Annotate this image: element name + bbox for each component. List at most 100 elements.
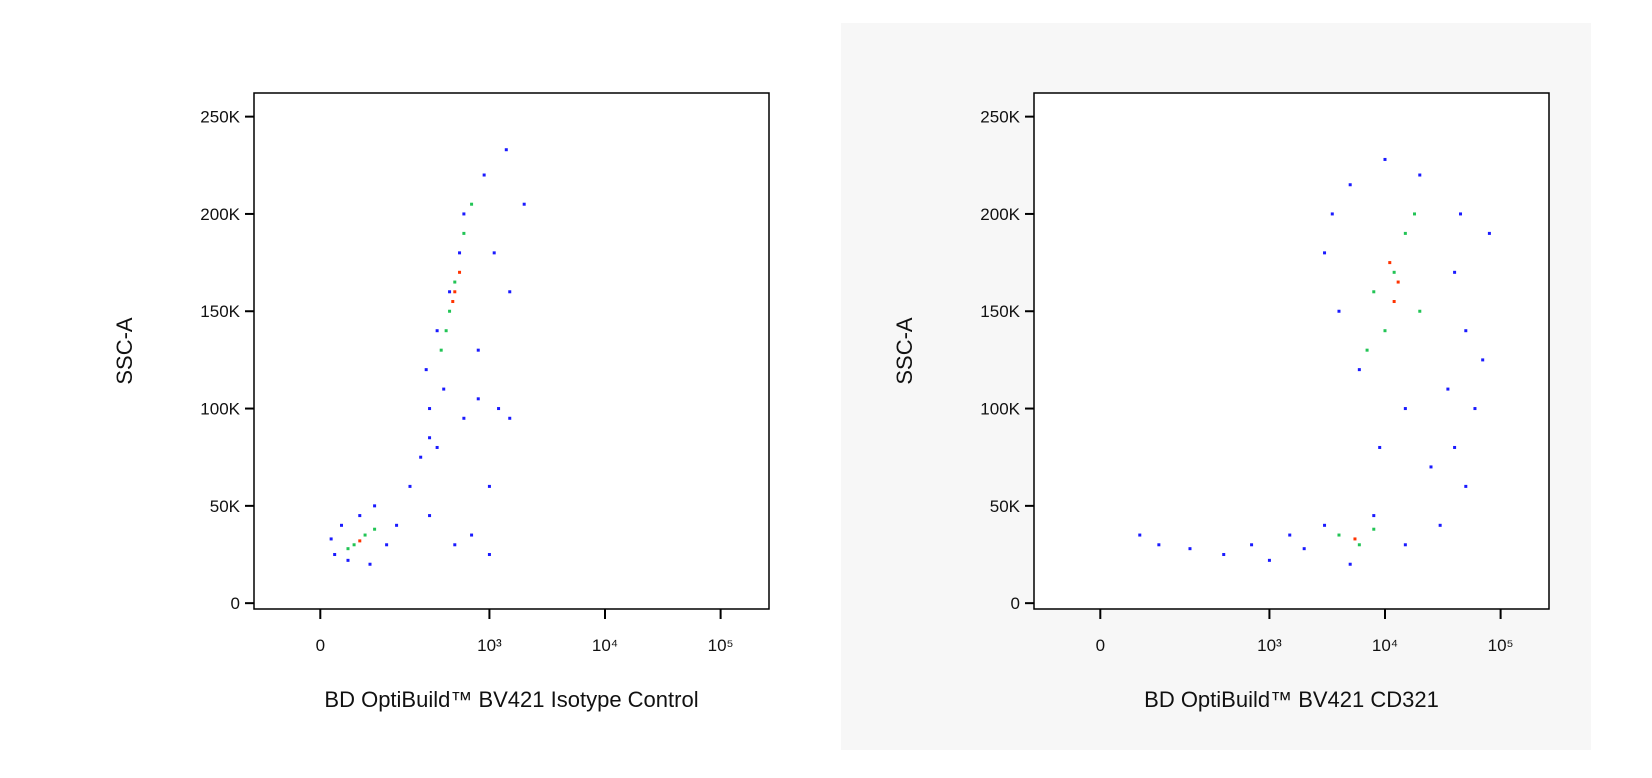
event-dot — [1337, 309, 1341, 313]
event-dot — [1453, 445, 1457, 449]
event-dot — [1487, 231, 1491, 235]
event-dot — [1188, 547, 1192, 551]
event-dot — [428, 407, 432, 411]
y-tick-label: 150K — [200, 302, 240, 321]
event-dot — [1383, 157, 1387, 161]
event-dot — [453, 543, 457, 547]
x-tick-label: 10⁴ — [592, 636, 618, 655]
event-dot — [358, 539, 362, 543]
event-dot — [1157, 543, 1161, 547]
event-dot — [340, 523, 344, 527]
event-dot — [444, 329, 448, 333]
y-tick-label: 50K — [990, 497, 1021, 516]
event-dot — [1383, 329, 1387, 333]
event-dot — [504, 148, 508, 152]
event-dot — [1353, 537, 1357, 541]
x-axis-label: BD OptiBuild™ BV421 CD321 — [1144, 687, 1439, 712]
event-dot — [1372, 527, 1376, 531]
event-dot — [1481, 358, 1485, 362]
event-dot — [424, 368, 428, 372]
event-dot — [462, 212, 466, 216]
event-dot — [419, 455, 423, 459]
plot-frame — [1033, 92, 1550, 610]
event-dot — [470, 533, 474, 537]
x-tick-label: 0 — [1096, 636, 1105, 655]
event-dot — [1302, 547, 1306, 551]
event-dot — [1378, 445, 1382, 449]
event-dot — [1267, 558, 1271, 562]
y-tick-label: 100K — [200, 400, 240, 419]
x-axis-label: BD OptiBuild™ BV421 Isotype Control — [324, 687, 698, 712]
event-dot — [368, 562, 372, 566]
event-dot — [453, 280, 457, 284]
event-dot — [435, 445, 439, 449]
event-dot — [1413, 212, 1417, 216]
event-dot — [522, 202, 526, 206]
event-dot — [476, 397, 480, 401]
event-dot — [1403, 407, 1407, 411]
event-dot — [1337, 533, 1341, 537]
event-dot — [1464, 329, 1468, 333]
x-tick-label: 10³ — [477, 636, 502, 655]
event-dot — [492, 251, 496, 255]
y-tick-label: 250K — [200, 108, 240, 127]
event-dot — [462, 231, 466, 235]
event-dot — [1403, 231, 1407, 235]
x-tick-label: 10⁴ — [1372, 636, 1398, 655]
event-dot — [1473, 407, 1477, 411]
event-dot — [358, 514, 362, 518]
event-dot — [448, 290, 452, 294]
event-dot — [476, 348, 480, 352]
event-dot — [373, 527, 377, 531]
event-dot — [453, 290, 457, 294]
event-dot — [1365, 348, 1369, 352]
event-dot — [1392, 270, 1396, 274]
plot-frame — [253, 92, 770, 610]
y-tick-label: 0 — [1011, 594, 1020, 613]
event-dot — [435, 329, 439, 333]
event-dot — [1418, 173, 1422, 177]
x-tick-label: 10⁵ — [708, 636, 734, 655]
event-dot — [508, 290, 512, 294]
event-dot — [1323, 251, 1327, 255]
event-dot — [482, 173, 486, 177]
event-dot — [1453, 270, 1457, 274]
event-dot — [346, 547, 350, 551]
event-dot — [1403, 543, 1407, 547]
event-dot — [487, 553, 491, 557]
event-dot — [1357, 368, 1361, 372]
event-dot — [329, 537, 333, 541]
event-dot — [1222, 553, 1226, 557]
event-dot — [1138, 533, 1142, 537]
event-dot — [1288, 533, 1292, 537]
y-tick-label: 150K — [980, 302, 1020, 321]
event-dot — [470, 202, 474, 206]
event-dot — [442, 387, 446, 391]
event-dot — [1429, 465, 1433, 469]
event-dot — [508, 416, 512, 420]
event-dot — [439, 348, 443, 352]
event-dot — [1438, 523, 1442, 527]
event-dot — [1323, 523, 1327, 527]
event-dot — [1464, 484, 1468, 488]
event-dot — [1388, 261, 1392, 265]
event-dot — [1392, 300, 1396, 304]
event-dot — [428, 514, 432, 518]
y-tick-label: 100K — [980, 400, 1020, 419]
event-dot — [1372, 514, 1376, 518]
event-dot — [1348, 562, 1352, 566]
event-dot — [1418, 309, 1422, 313]
event-dot — [1348, 183, 1352, 187]
event-dot — [352, 543, 356, 547]
event-dot — [1396, 280, 1400, 284]
event-dot — [451, 300, 455, 304]
event-dot — [1250, 543, 1254, 547]
event-dot — [363, 533, 367, 537]
event-dot — [408, 484, 412, 488]
event-dot — [448, 309, 452, 313]
y-tick-label: 200K — [200, 205, 240, 224]
event-dot — [333, 553, 337, 557]
event-dot — [487, 484, 491, 488]
event-dot — [385, 543, 389, 547]
y-axis-label: SSC-A — [892, 317, 917, 385]
